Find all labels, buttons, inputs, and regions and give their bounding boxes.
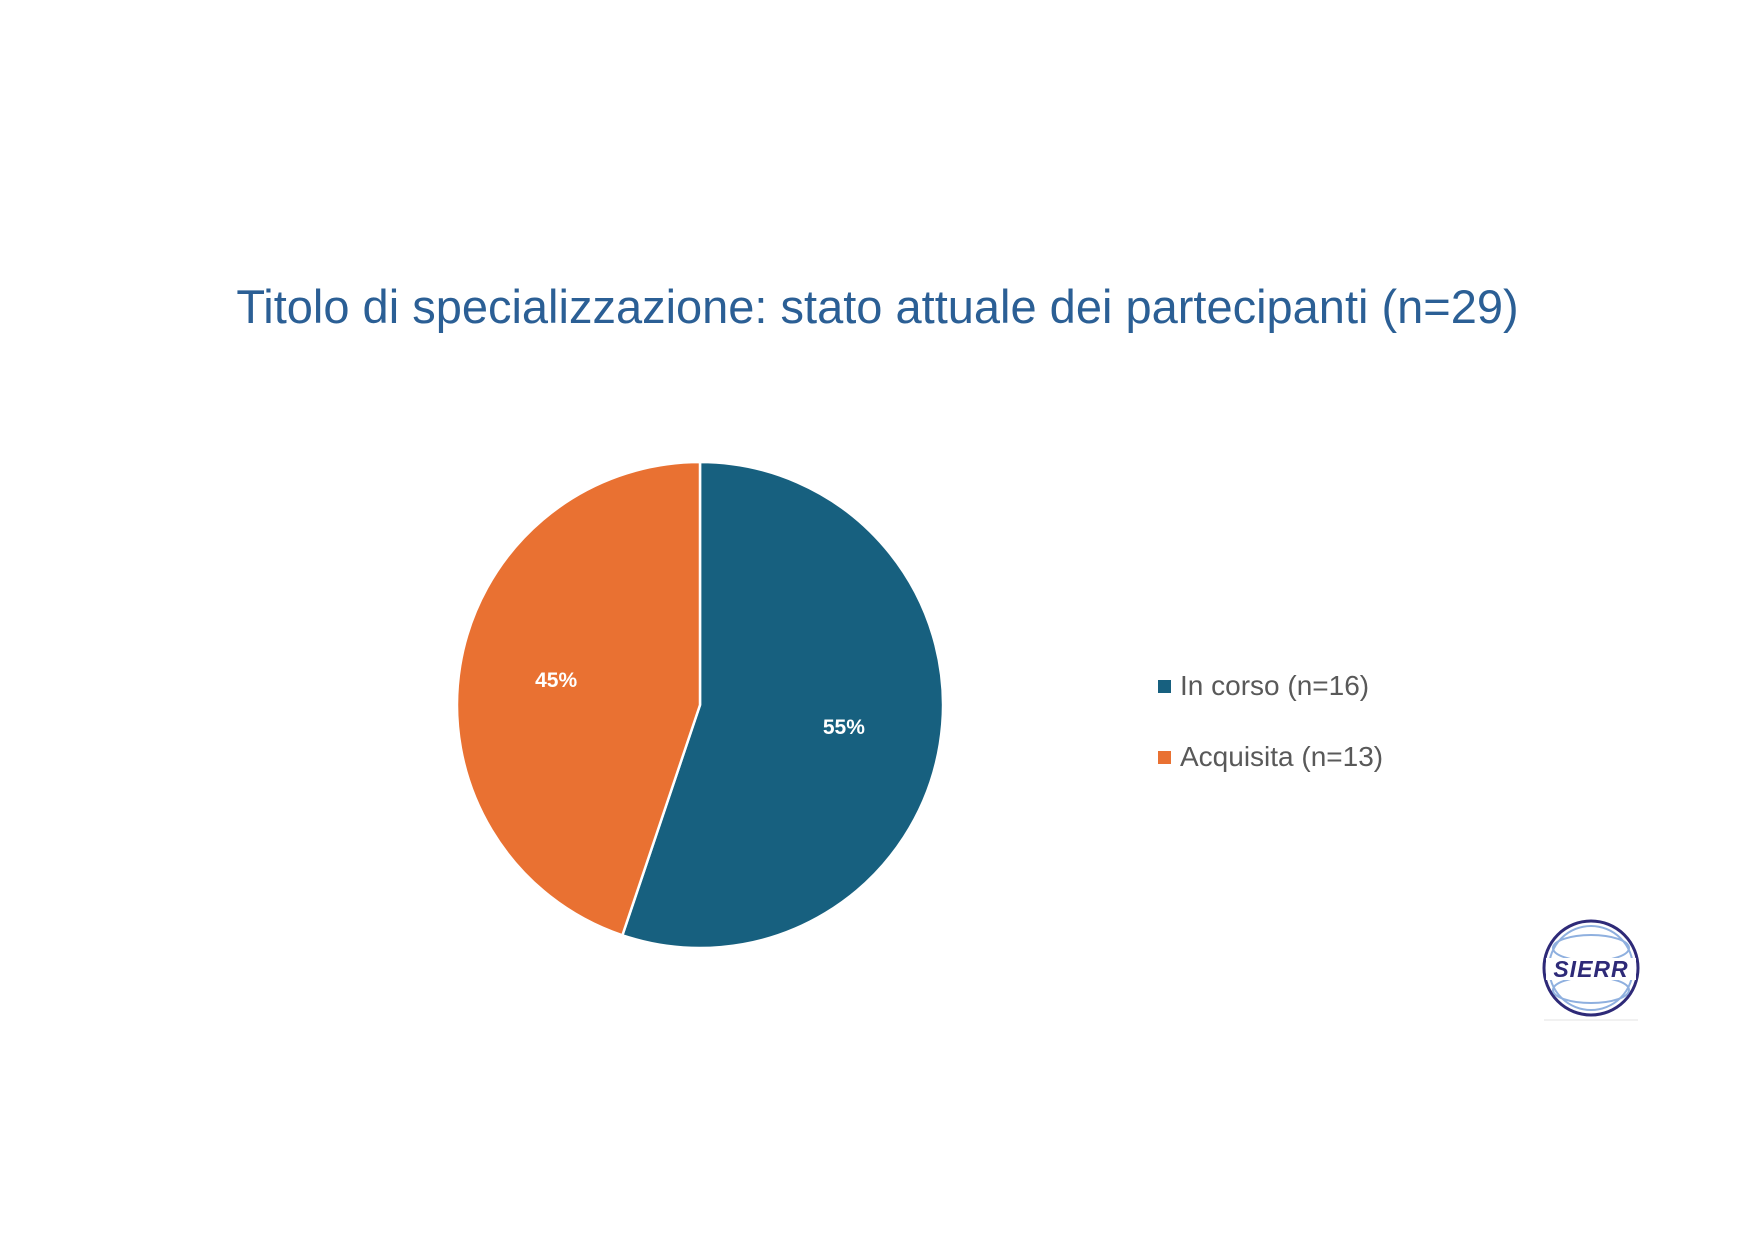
pie-slice-in-corso	[621, 460, 945, 950]
pie-slices	[455, 460, 945, 950]
pie-data-label-in-corso: 55%	[823, 716, 865, 739]
legend-item-in-corso: In corso (n=16)	[1158, 664, 1383, 708]
chart-title: Titolo di specializzazione: stato attual…	[236, 280, 1519, 333]
pie-labels: 55% 45%	[535, 669, 865, 739]
legend-swatch-in-corso	[1158, 679, 1171, 693]
legend-label-in-corso: In corso (n=16)	[1180, 670, 1370, 701]
chart-legend: In corso (n=16) Acquisita (n=13)	[1158, 664, 1383, 806]
pie-data-label-acquisita: 45%	[535, 669, 577, 692]
legend-label-acquisita: Acquisita (n=13)	[1180, 741, 1384, 772]
pie-slice-acquisita	[455, 460, 702, 937]
sierr-logo: SIERR	[1542, 919, 1640, 1021]
legend-item-acquisita: Acquisita (n=13)	[1158, 735, 1383, 779]
legend-swatch-acquisita	[1158, 750, 1171, 764]
svg-text:SIERR: SIERR	[1553, 956, 1628, 982]
